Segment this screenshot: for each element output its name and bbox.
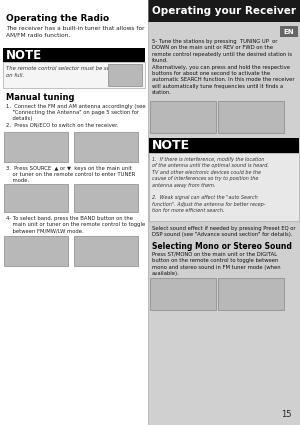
Bar xyxy=(108,64,142,86)
Bar xyxy=(149,138,299,153)
Text: 4- To select band, press the BAND button on the
    main unit or tuner on the re: 4- To select band, press the BAND button… xyxy=(6,216,145,233)
Bar xyxy=(3,48,145,62)
Text: Manual tuning: Manual tuning xyxy=(6,93,74,102)
Text: Press ST/MONO on the main unit or the DIGITAL
button on the remote control to to: Press ST/MONO on the main unit or the DI… xyxy=(152,252,280,276)
Bar xyxy=(280,26,298,37)
Bar xyxy=(218,101,284,133)
Bar xyxy=(150,101,216,133)
Bar xyxy=(3,62,145,88)
Text: 2.  Press ON/ECO to switch on the receiver.: 2. Press ON/ECO to switch on the receive… xyxy=(6,122,118,127)
Bar xyxy=(149,153,299,221)
Bar xyxy=(4,184,68,212)
Bar xyxy=(148,0,300,425)
Bar xyxy=(74,236,138,266)
Text: Operating the Radio: Operating the Radio xyxy=(6,14,109,23)
Bar xyxy=(0,0,148,425)
Text: 3.  Press SOURCE  ▲ or ▼  keys on the main unit
    or tuner on the remote contr: 3. Press SOURCE ▲ or ▼ keys on the main … xyxy=(6,166,135,184)
Bar xyxy=(150,278,216,310)
Bar xyxy=(218,278,284,310)
Bar xyxy=(4,236,68,266)
Text: The receiver has a built-in tuner that allows for
AM/FM radio function.: The receiver has a built-in tuner that a… xyxy=(6,26,145,37)
Text: Selecting Mono or Stereo Sound: Selecting Mono or Stereo Sound xyxy=(152,242,292,251)
Bar xyxy=(74,184,138,212)
Bar xyxy=(4,132,68,162)
Text: 1.  If there is interference, modify the location
of the antenna until the optim: 1. If there is interference, modify the … xyxy=(152,157,269,213)
Text: EN: EN xyxy=(284,28,294,34)
Bar xyxy=(74,132,138,162)
Text: 15: 15 xyxy=(281,410,292,419)
Text: The remote control selector must be set
on full.: The remote control selector must be set … xyxy=(6,66,112,78)
Text: Operating your Receiver: Operating your Receiver xyxy=(152,6,296,16)
Text: 1.  Connect the FM and AM antenna accordingly (see
    "Connecting the Antenna" : 1. Connect the FM and AM antenna accordi… xyxy=(6,104,146,122)
Text: NOTE: NOTE xyxy=(152,139,190,152)
Text: NOTE: NOTE xyxy=(6,48,42,62)
Text: 5- Tune the stations by pressing  TUNING UP  or
DOWN on the main unit or REV or : 5- Tune the stations by pressing TUNING … xyxy=(152,39,295,95)
Bar xyxy=(148,0,300,22)
Text: Select sound effect if needed by pressing Preset EQ or
DSP sound (see "Advance s: Select sound effect if needed by pressin… xyxy=(152,226,296,238)
